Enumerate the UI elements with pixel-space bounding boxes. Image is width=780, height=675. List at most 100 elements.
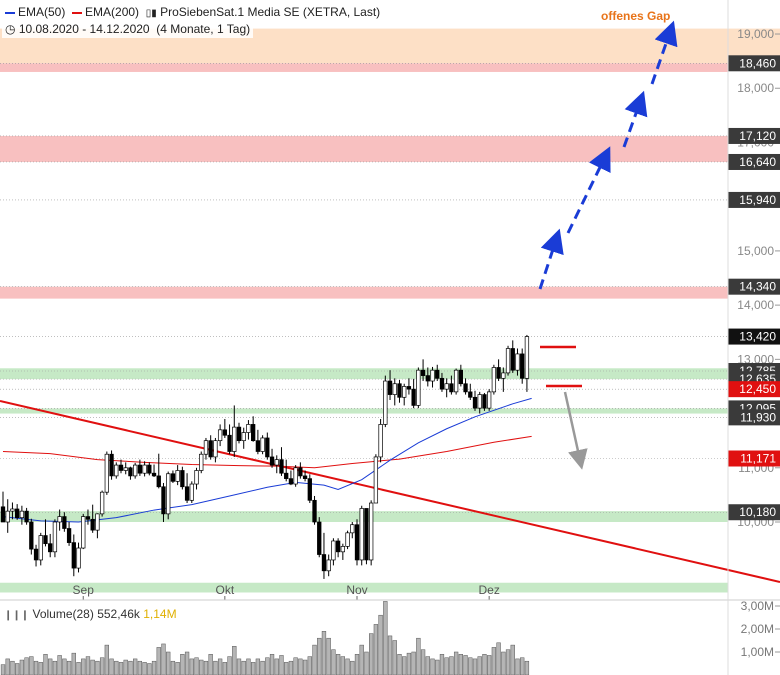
price-badge-label: 17,120	[739, 129, 776, 143]
candle-body	[458, 369, 463, 385]
candle-body	[364, 508, 369, 561]
candle-body	[326, 559, 331, 572]
volume-bar	[425, 656, 430, 675]
gap-annotation: offenes Gap	[601, 9, 671, 23]
volume-bar	[468, 657, 473, 675]
volume-bar	[373, 624, 379, 675]
candle-body	[10, 508, 15, 512]
y-tick-label: 19,000	[737, 27, 774, 41]
projection-up-arrow	[538, 228, 564, 290]
price-badge-label: 18,460	[739, 56, 776, 70]
candle-body	[85, 516, 91, 520]
volume-bar	[284, 662, 289, 675]
volume-bar	[133, 658, 138, 675]
volume-bar	[524, 660, 530, 675]
candle-body	[284, 472, 289, 479]
volume-bar	[350, 660, 355, 675]
candle-body	[95, 513, 100, 531]
candle-body	[213, 440, 218, 458]
price-badge	[728, 278, 780, 295]
candle-body	[29, 521, 34, 550]
candle-body	[520, 353, 525, 379]
volume-bar	[52, 660, 58, 675]
price-badge-label: 15,940	[739, 193, 776, 207]
x-tick-label: Nov	[346, 583, 367, 597]
candle-body	[406, 386, 412, 390]
volume-bar	[57, 655, 62, 675]
date-range-text: 10.08.2020 - 14.12.2020	[18, 22, 150, 36]
candle-body	[19, 510, 25, 519]
date-range: ◷ 10.08.2020 - 14.12.2020 (4 Monate, 1 T…	[2, 20, 254, 38]
candle-body	[189, 483, 194, 501]
volume-bar	[222, 662, 227, 675]
volume-bar	[463, 655, 468, 675]
volume-tick-label: 2,00M	[741, 622, 774, 636]
candle-body	[411, 388, 416, 406]
volume-bar	[501, 651, 506, 675]
candle-body	[194, 470, 199, 485]
instrument-label: ProSiebenSat.1 Media SE (XETRA, Last)	[160, 5, 381, 19]
candle-body	[170, 473, 176, 482]
candle-body	[496, 367, 501, 379]
candle-body	[439, 377, 445, 390]
candle-body	[166, 473, 171, 515]
trend-line	[0, 400, 780, 583]
candle-body	[279, 459, 284, 474]
zone-support	[0, 408, 728, 414]
volume-bar	[406, 652, 412, 675]
candle-body	[71, 542, 76, 569]
candle-body	[463, 383, 468, 393]
candle-body	[293, 467, 298, 485]
volume-bar	[29, 656, 34, 675]
candle-body	[33, 548, 39, 561]
candle-body	[505, 348, 511, 374]
candle-body	[331, 540, 336, 561]
candle-body	[227, 434, 232, 452]
volume-bar	[411, 651, 416, 675]
volume-bar	[161, 643, 166, 675]
volume-bars-icon: ❙❙❙	[4, 610, 30, 621]
candle-body	[133, 464, 138, 477]
candle-body	[104, 453, 109, 493]
volume-bar	[114, 660, 119, 675]
volume-bar	[260, 660, 265, 675]
volume-bar	[269, 654, 275, 675]
candle-body	[491, 367, 497, 393]
candle-body	[203, 440, 209, 455]
volume-bar	[48, 658, 53, 675]
candle-body	[307, 478, 312, 501]
volume-bar	[180, 654, 185, 675]
volume-bar	[279, 655, 284, 675]
volume-bar	[227, 656, 232, 675]
volume-bar	[510, 644, 515, 675]
volume-bar	[496, 642, 501, 675]
candle-body	[5, 510, 10, 523]
volume-bar	[416, 637, 421, 675]
volume-bar	[255, 658, 261, 675]
price-badge-label: 11,930	[740, 410, 776, 424]
candle-body	[510, 348, 515, 371]
projection-down-arrow	[563, 391, 588, 470]
y-tick-label: 18,000	[737, 81, 774, 95]
volume-bar	[246, 658, 251, 675]
volume-bar	[453, 651, 459, 675]
volume-bar	[477, 656, 482, 675]
volume-bar	[38, 662, 43, 675]
candle-body	[335, 540, 341, 553]
volume-bar	[251, 662, 256, 675]
candle-body	[444, 383, 449, 390]
volume-bar	[189, 658, 194, 675]
projection-up-arrow	[650, 20, 678, 85]
ema50-swatch	[5, 11, 15, 14]
volume-bar	[128, 660, 133, 675]
volume-bar	[156, 647, 161, 675]
volume-current: 552,46k	[97, 607, 140, 621]
candlestick-icon: ▯▮	[145, 8, 157, 19]
volume-bar	[151, 660, 157, 675]
volume-bar	[397, 654, 402, 675]
candle-body	[397, 383, 402, 398]
volume-bar	[354, 654, 360, 675]
candle-body	[312, 499, 317, 523]
volume-bar	[104, 644, 109, 675]
price-badge	[728, 191, 780, 208]
